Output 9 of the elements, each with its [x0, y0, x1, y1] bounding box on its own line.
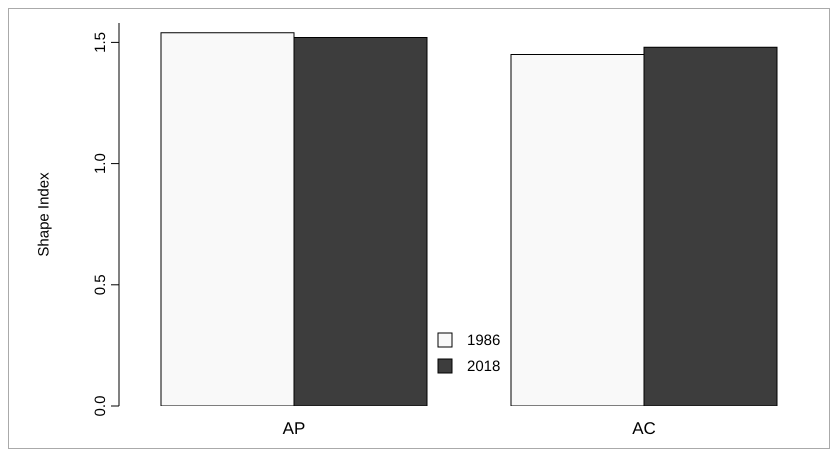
- x-tick-label: AC: [632, 419, 656, 438]
- x-tick-label: AP: [282, 419, 306, 438]
- y-tick-label: 1.0: [92, 153, 109, 174]
- y-tick-label: 0.5: [92, 274, 109, 296]
- legend-label: 1986: [467, 332, 500, 348]
- legend-label: 2018: [467, 358, 500, 374]
- y-tick-label: 1.5: [92, 32, 109, 53]
- y-axis-title: Shape Index: [35, 172, 52, 257]
- y-tick-label: 0.0: [92, 396, 109, 416]
